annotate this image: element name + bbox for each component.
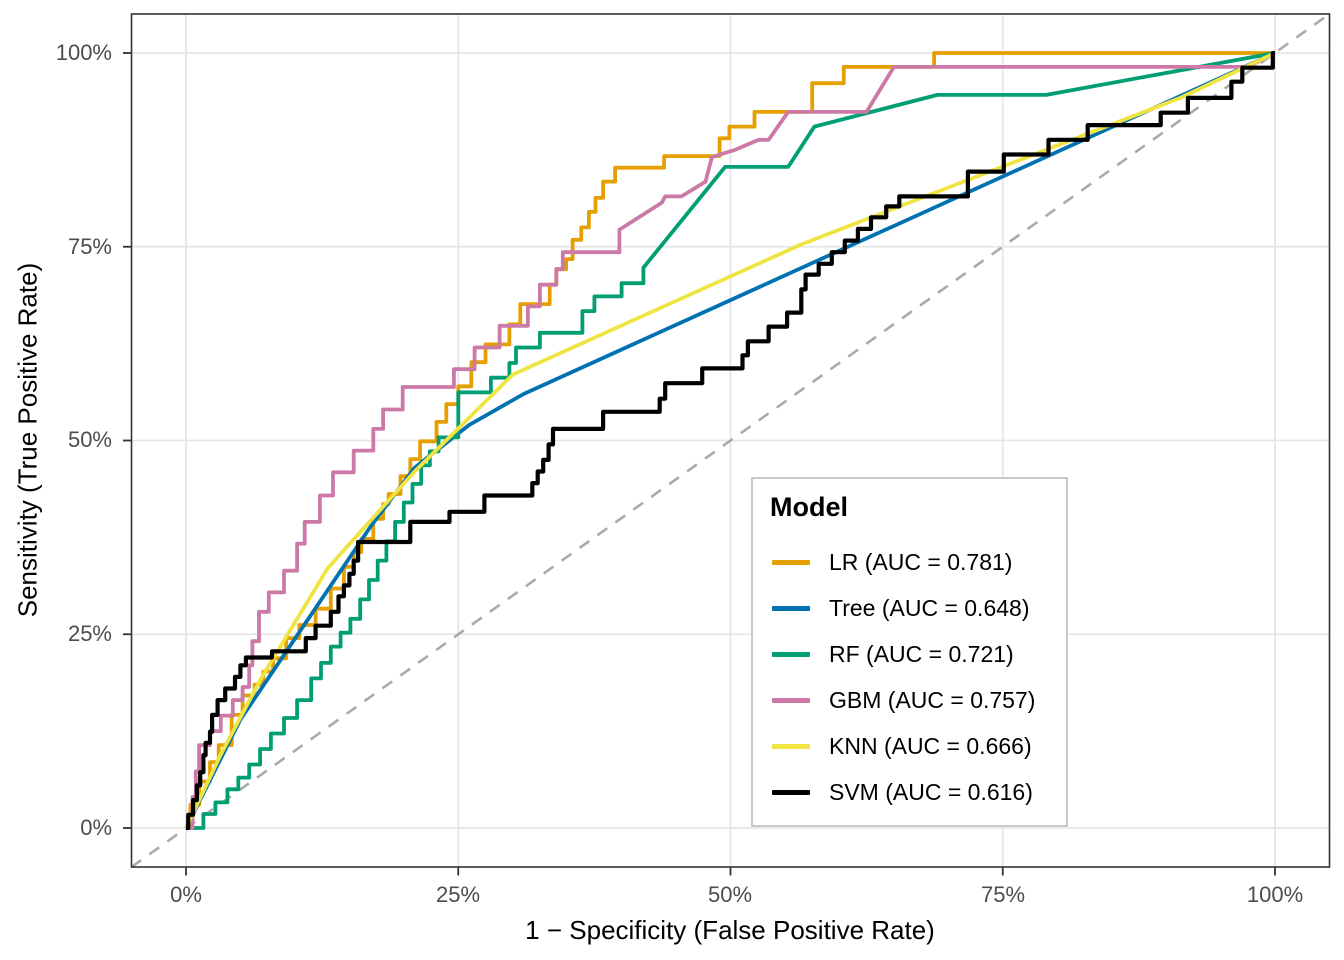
lr-line-swatch <box>772 559 810 565</box>
legend-item-rf: RF (AUC = 0.721) <box>772 631 1014 677</box>
x-tick-label: 0% <box>170 882 202 907</box>
roc-curve-gbm <box>186 51 1276 830</box>
y-tick-label: 25% <box>67 621 112 646</box>
roc-curve-svm <box>186 50 1275 831</box>
gbm-line-swatch <box>772 697 810 703</box>
y-tick-label: 100% <box>55 40 112 65</box>
legend-item-label: SVM (AUC = 0.616) <box>829 778 1033 805</box>
legend-item-label: RF (AUC = 0.721) <box>829 640 1014 667</box>
x-axis-title: 1 − Specificity (False Positive Rate) <box>525 915 935 945</box>
legend-item-label: Tree (AUC = 0.648) <box>829 594 1030 621</box>
roc-curve-knn <box>184 51 1276 829</box>
x-tick-label: 25% <box>435 882 481 907</box>
x-tick-label: 50% <box>707 882 753 907</box>
legend-title: Model <box>770 492 848 522</box>
chance-diagonal-line <box>130 12 1331 869</box>
legend-item-knn: KNN (AUC = 0.666) <box>772 723 1032 769</box>
y-tick-label: 75% <box>67 234 112 259</box>
x-tick-label: 100% <box>1246 882 1304 907</box>
x-tick-label: 75% <box>980 882 1026 907</box>
legend-item-gbm: GBM (AUC = 0.757) <box>772 677 1035 723</box>
svm-line-swatch <box>772 789 810 795</box>
legend-item-svm: SVM (AUC = 0.616) <box>772 769 1033 815</box>
y-axis-title: Sensitivity (True Positive Rate) <box>12 262 43 618</box>
legend-item-label: KNN (AUC = 0.666) <box>829 732 1032 759</box>
legend-item-label: GBM (AUC = 0.757) <box>829 686 1036 713</box>
y-tick-label: 50% <box>67 427 112 452</box>
legend: Model LR (AUC = 0.781) Tree (AUC = 0.648… <box>751 477 1068 827</box>
legend-item-label: LR (AUC = 0.781) <box>829 548 1013 575</box>
legend-item-lr: LR (AUC = 0.781) <box>772 539 1012 585</box>
rf-line-swatch <box>772 651 810 657</box>
tree-line-swatch <box>772 605 810 611</box>
y-tick-label: 0% <box>80 815 112 840</box>
knn-line-swatch <box>772 743 810 749</box>
legend-item-tree: Tree (AUC = 0.648) <box>772 585 1029 631</box>
